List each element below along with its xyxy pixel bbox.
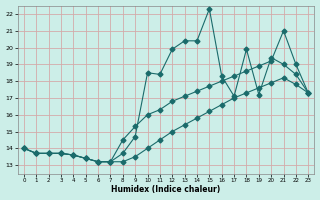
X-axis label: Humidex (Indice chaleur): Humidex (Indice chaleur) (111, 185, 221, 194)
